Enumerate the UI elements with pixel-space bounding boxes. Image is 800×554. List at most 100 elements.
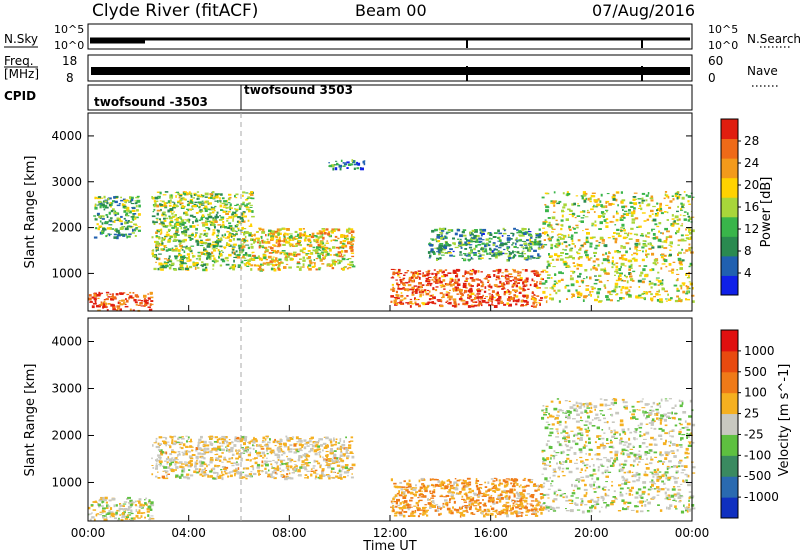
echo-cell [164, 225, 169, 227]
echo-cell [211, 233, 215, 236]
echo-cell [204, 206, 207, 210]
echo-cell [480, 257, 484, 259]
echo-cell [569, 228, 572, 231]
echo-cell [640, 207, 643, 211]
echo-cell [317, 246, 322, 249]
echo-cell [186, 461, 189, 464]
echo-cell [188, 469, 191, 471]
echo-cell [656, 209, 659, 212]
echo-cell [526, 280, 529, 283]
echo-cell [304, 474, 308, 476]
echo-cell [289, 257, 293, 260]
echo-cell [518, 255, 522, 258]
echo-cell [306, 470, 310, 472]
echo-cell [628, 232, 630, 235]
echo-cell [630, 214, 634, 217]
echo-cell [419, 492, 423, 495]
echo-cell [128, 502, 131, 505]
echo-cell [132, 292, 135, 294]
echo-cell [426, 273, 429, 277]
echo-cell [441, 296, 444, 299]
echo-cell [569, 248, 573, 252]
echo-cell [605, 225, 609, 228]
echo-cell [535, 233, 539, 235]
echo-cell [203, 247, 206, 249]
echo-cell [446, 507, 451, 511]
echo-cell [173, 435, 177, 438]
echo-cell [473, 229, 478, 233]
echo-cell [343, 266, 347, 269]
echo-cell [630, 211, 634, 215]
echo-cell [234, 208, 236, 210]
echo-cell [269, 247, 274, 250]
echo-cell [298, 448, 302, 451]
echo-cell [616, 300, 620, 302]
echo-cell [481, 300, 486, 303]
echo-cell [680, 207, 682, 211]
echo-cell [407, 283, 412, 287]
echo-cell [242, 452, 246, 454]
echo-cell [240, 447, 244, 449]
echo-cell [304, 459, 309, 461]
echo-cell [138, 498, 142, 501]
echo-cell [621, 286, 625, 289]
echo-cell [169, 435, 172, 438]
echo-cell [341, 256, 344, 258]
echo-cell [392, 272, 396, 276]
echo-cell [430, 248, 434, 251]
echo-cell [261, 230, 265, 232]
echo-cell [538, 302, 541, 304]
echo-cell [236, 203, 239, 206]
echo-cell [273, 467, 278, 470]
echo-cell [183, 198, 187, 201]
echo-cell [346, 455, 350, 458]
echo-cell [265, 449, 269, 452]
echo-cell [579, 272, 582, 275]
echo-cell [433, 502, 436, 504]
echo-cell [165, 457, 169, 461]
echo-cell [551, 287, 555, 290]
echo-cell [119, 308, 122, 312]
echo-cell [485, 238, 489, 241]
echo-cell [641, 197, 644, 200]
echo-cell [516, 270, 519, 272]
echo-cell [238, 205, 242, 207]
echo-cell [665, 298, 668, 300]
echo-cell [110, 303, 114, 307]
echo-cell [527, 255, 530, 259]
echo-cell [451, 304, 456, 307]
echo-cell [221, 452, 224, 454]
echo-cell [210, 255, 214, 257]
echo-cell [330, 239, 333, 242]
echo-cell [202, 444, 205, 446]
echo-cell [265, 471, 268, 474]
echo-cell [480, 285, 484, 288]
echo-cell [666, 211, 669, 214]
echo-cell [129, 291, 132, 294]
echo-cell [165, 261, 170, 264]
echo-cell [608, 251, 610, 254]
echo-cell [494, 255, 498, 259]
echo-cell [636, 248, 638, 252]
echo-cell [155, 467, 158, 470]
echo-cell [583, 242, 586, 245]
echo-cell [637, 279, 642, 283]
echo-cell [395, 294, 398, 297]
echo-cell [681, 203, 685, 207]
echo-cell [218, 193, 220, 195]
echo-cell [462, 275, 465, 278]
echo-cell [506, 484, 509, 487]
echo-cell [284, 257, 288, 261]
echo-cell [313, 265, 316, 268]
echo-cell [165, 437, 168, 440]
echo-cell [562, 206, 566, 209]
echo-cell [591, 195, 596, 198]
echo-cell [171, 457, 174, 459]
echo-cell [537, 236, 541, 239]
echo-cell [204, 467, 206, 470]
echo-cell [234, 215, 238, 218]
echo-cell [129, 227, 133, 229]
echo-cell [335, 253, 338, 256]
echo-cell [485, 301, 490, 304]
echo-cell [289, 233, 293, 235]
